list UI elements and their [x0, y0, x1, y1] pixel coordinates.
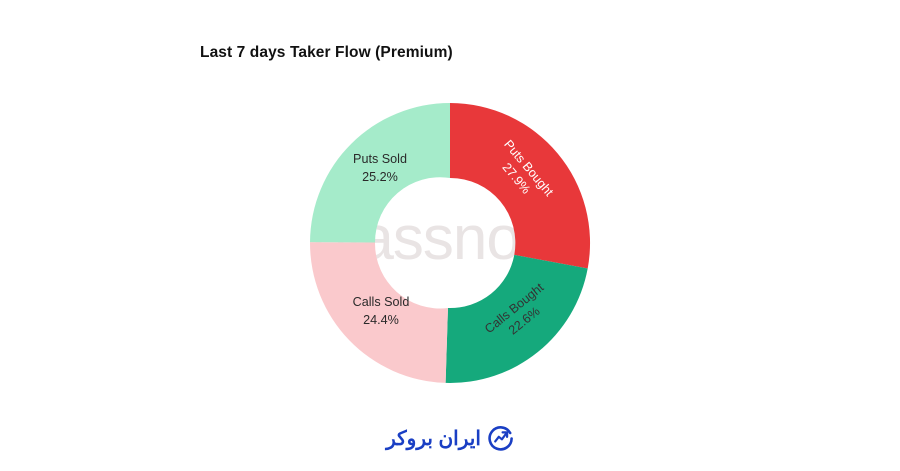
donut-label-calls-sold-value: 24.4% [363, 313, 399, 327]
donut-label-puts-sold: Puts Sold 25.2% [353, 152, 407, 184]
donut-label-calls-sold: Calls Sold 24.4% [353, 295, 410, 327]
donut-chart-svg: Puts Bought 27.9% Calls Bought 22.6% Cal… [310, 103, 591, 384]
page-title: Last 7 days Taker Flow (Premium) [200, 44, 453, 61]
donut-slice-calls-sold[interactable] [310, 242, 448, 383]
donut-slice-calls-bought[interactable] [445, 254, 588, 384]
donut-chart: glassnode Puts Bought 27.9% Calls Bought… [310, 103, 591, 384]
donut-label-calls-sold-name: Calls Sold [353, 295, 410, 309]
donut-label-puts-sold-value: 25.2% [362, 170, 398, 184]
footer-logo-text: ایران بروکر [386, 427, 481, 450]
footer-logo: ایران بروکر [0, 425, 900, 451]
circle-trend-arrow-icon [488, 426, 513, 451]
donut-slice-puts-bought[interactable] [450, 103, 591, 269]
donut-label-puts-sold-name: Puts Sold [353, 152, 407, 166]
donut-slice-puts-sold[interactable] [310, 103, 450, 243]
